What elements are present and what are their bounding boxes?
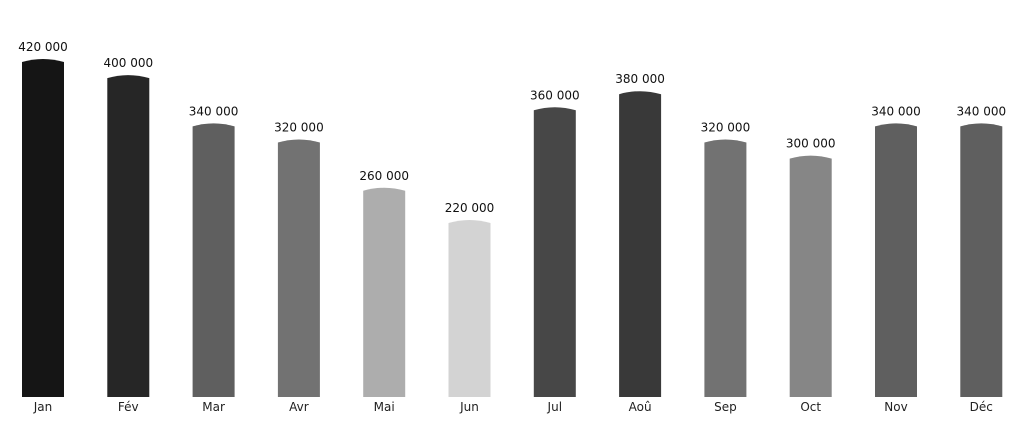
value-label: 360 000: [530, 88, 580, 102]
bar-Oct: [789, 155, 832, 397]
bar-Jan: [22, 59, 64, 397]
value-label: 340 000: [871, 104, 921, 118]
bar-Aoû: [619, 91, 662, 397]
x-tick-label: Nov: [884, 400, 907, 414]
bar-Déc: [960, 123, 1003, 397]
value-label: 300 000: [786, 137, 836, 151]
value-label: 380 000: [615, 72, 665, 86]
x-tick-label: Fév: [118, 400, 139, 414]
x-tick-label: Déc: [970, 400, 993, 414]
x-tick-label: Avr: [289, 400, 309, 414]
value-label: 400 000: [103, 56, 153, 70]
value-label: 260 000: [359, 169, 409, 183]
bar-Jul: [533, 107, 576, 398]
bar-Jun: [448, 219, 491, 397]
x-tick-label: Jun: [459, 400, 479, 414]
x-tick-label: Jul: [547, 400, 562, 414]
bar-Avr: [277, 139, 320, 397]
x-axis-ticks: Jan Fév Mar Avr Mai Jun Jul Aoû Sep Oct Nov Déc: [33, 400, 993, 414]
x-tick-label: Jan: [33, 400, 53, 414]
x-tick-label: Oct: [800, 400, 821, 414]
bar-Sep: [704, 139, 747, 397]
value-label: 420 000: [18, 40, 68, 54]
x-tick-label: Mar: [202, 400, 225, 414]
x-tick-label: Aoû: [629, 400, 652, 414]
x-tick-label: Sep: [714, 400, 737, 414]
x-tick-label: Mai: [374, 400, 395, 414]
bar-Nov: [875, 123, 917, 397]
bar-Fév: [107, 75, 150, 397]
value-label: 340 000: [956, 104, 1006, 118]
value-label: 320 000: [701, 120, 751, 134]
value-label: 340 000: [189, 104, 239, 118]
value-label: 320 000: [274, 120, 324, 134]
bars-group: [22, 59, 1003, 398]
value-label: 220 000: [445, 201, 495, 215]
bar-Mar: [192, 123, 235, 397]
bar-Mai: [363, 187, 406, 397]
value-labels-group: 420 000 400 000 340 000 320 000 260 000 220 0…: [18, 40, 1006, 215]
